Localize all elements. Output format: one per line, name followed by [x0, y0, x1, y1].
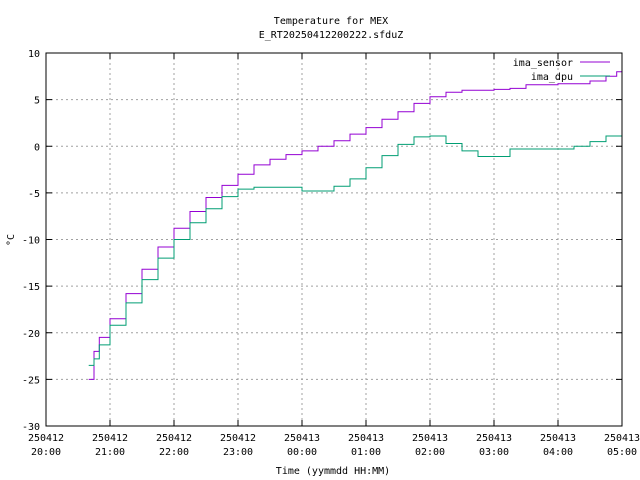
- x-tick-label-time: 21:00: [95, 447, 125, 458]
- plot-frame: [45, 52, 623, 427]
- y-axis-label: °C: [6, 234, 17, 246]
- x-tick-label-date: 250412: [220, 433, 256, 444]
- x-tick-label-date: 250413: [412, 433, 448, 444]
- x-tick-label-time: 03:00: [479, 447, 509, 458]
- x-tick-label-date: 250413: [476, 433, 512, 444]
- y-tick-label: -15: [22, 282, 40, 293]
- legend-label-ima-dpu: ima_dpu: [531, 72, 573, 83]
- y-tick-label: 5: [34, 96, 40, 107]
- x-axis-label: Time (yymmdd HH:MM): [276, 466, 390, 477]
- y-tick-label: -5: [28, 189, 40, 200]
- x-tick-label-date: 250413: [348, 433, 384, 444]
- series-lines: [88, 70, 623, 380]
- y-tick-label: 10: [28, 49, 40, 60]
- legend: ima_sensor ima_dpu: [513, 58, 610, 83]
- y-tick-label: -30: [22, 422, 40, 433]
- x-tick-label-time: 02:00: [415, 447, 445, 458]
- x-tick-label-date: 250412: [156, 433, 192, 444]
- y-tick-label: -25: [22, 375, 40, 386]
- x-tick-label-time: 01:00: [351, 447, 381, 458]
- x-tick-label-time: 00:00: [287, 447, 317, 458]
- x-tick-label-date: 250413: [284, 433, 320, 444]
- x-tick-label-time: 20:00: [31, 447, 61, 458]
- series-line-ima-dpu: [88, 131, 623, 366]
- chart-title: Temperature for MEX: [274, 16, 388, 27]
- x-tick-label-time: 23:00: [223, 447, 253, 458]
- y-tick-label: -10: [22, 236, 40, 247]
- x-tick-label-date: 250413: [604, 433, 640, 444]
- x-tick-label-date: 250412: [92, 433, 128, 444]
- x-tick-label-time: 05:00: [607, 447, 637, 458]
- chart-subtitle: E_RT20250412200222.sfduZ: [259, 30, 404, 41]
- y-tick-label: -20: [22, 329, 40, 340]
- y-tick-label: 0: [34, 142, 40, 153]
- grid-lines: [46, 53, 622, 426]
- x-tick-label-date: 250413: [540, 433, 576, 444]
- legend-label-ima-sensor: ima_sensor: [513, 58, 573, 69]
- x-tick-label-time: 22:00: [159, 447, 189, 458]
- x-tick-label-date: 250412: [28, 433, 64, 444]
- x-tick-label-time: 04:00: [543, 447, 573, 458]
